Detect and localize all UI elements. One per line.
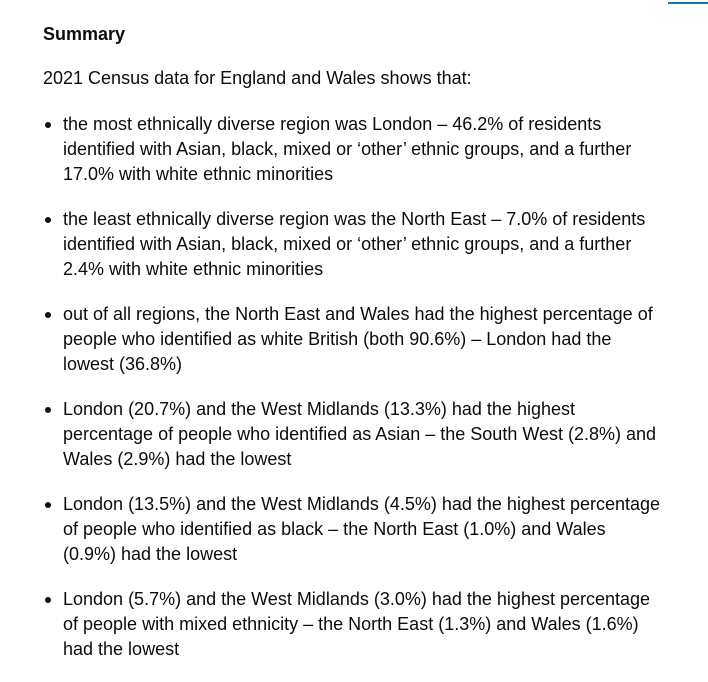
bullet-icon xyxy=(45,502,51,508)
bullet-icon xyxy=(45,597,51,603)
bullet-icon xyxy=(45,217,51,223)
section-heading: Summary xyxy=(43,24,126,44)
list-item: London (20.7%) and the West Midlands (13… xyxy=(43,397,703,472)
intro-text: 2021 Census data for England and Wales s… xyxy=(43,68,472,88)
list-item: London (13.5%) and the West Midlands (4.… xyxy=(43,492,703,567)
list-item: London (5.7%) and the West Midlands (3.0… xyxy=(43,587,703,662)
list-item: out of all regions, the North East and W… xyxy=(43,302,703,377)
summary-list: the most ethnically diverse region was L… xyxy=(43,112,703,682)
list-item: the least ethnically diverse region was … xyxy=(43,207,703,282)
bullet-icon xyxy=(45,312,51,318)
bullet-icon xyxy=(45,122,51,128)
contents-link-cut-off[interactable] xyxy=(668,0,708,4)
list-item: the most ethnically diverse region was L… xyxy=(43,112,703,187)
bullet-icon xyxy=(45,407,51,413)
